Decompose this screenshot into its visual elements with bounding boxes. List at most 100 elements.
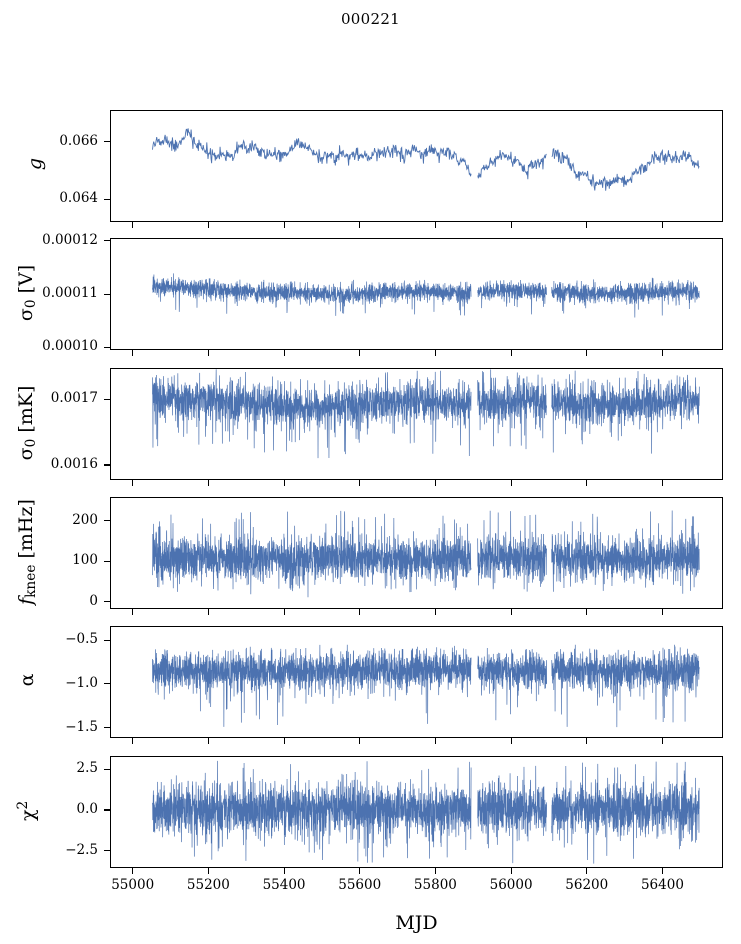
xtick-label: 55800 bbox=[413, 877, 457, 893]
xtick-mark bbox=[661, 350, 664, 356]
xtick-mark bbox=[359, 480, 361, 486]
ytick-mark bbox=[104, 727, 110, 729]
ytick-mark bbox=[104, 768, 110, 770]
xtick-mark bbox=[434, 609, 436, 615]
xtick-mark bbox=[283, 222, 285, 228]
xtick-label: 56200 bbox=[565, 877, 609, 893]
ytick-label: 0 bbox=[89, 592, 98, 609]
xtick-mark bbox=[510, 480, 512, 486]
data-trace bbox=[478, 369, 547, 449]
data-trace bbox=[478, 511, 547, 592]
xtick-mark bbox=[434, 480, 436, 486]
xtick-mark bbox=[661, 222, 664, 228]
xtick-mark bbox=[661, 868, 664, 874]
panel-chi-squared bbox=[110, 756, 723, 868]
xtick-mark bbox=[586, 350, 588, 356]
data-trace bbox=[478, 648, 547, 720]
xtick-mark bbox=[661, 609, 664, 615]
panel-f-knee bbox=[110, 497, 723, 609]
ytick-label: 0.0016 bbox=[50, 455, 98, 472]
xtick-mark bbox=[207, 480, 209, 486]
ytick-label: 2.5 bbox=[76, 760, 98, 777]
xtick-mark bbox=[586, 868, 588, 874]
xtick-mark bbox=[359, 738, 361, 744]
xtick-mark bbox=[207, 222, 209, 228]
ytick-mark bbox=[104, 850, 110, 852]
xtick-mark bbox=[132, 609, 134, 615]
data-trace bbox=[152, 369, 471, 458]
xtick-mark bbox=[132, 738, 134, 744]
ytick-mark bbox=[104, 809, 110, 811]
panel-sigma0-millikelvin bbox=[110, 368, 723, 480]
panel-gain bbox=[110, 110, 723, 222]
ytick-mark bbox=[104, 560, 110, 562]
data-trace bbox=[552, 645, 700, 727]
ytick-label: 0.064 bbox=[59, 190, 98, 207]
ytick-label: 0.00011 bbox=[42, 285, 98, 301]
xtick-mark bbox=[359, 868, 361, 874]
xtick-mark bbox=[132, 868, 134, 874]
xaxis-label: MJD bbox=[395, 912, 438, 934]
xtick-mark bbox=[132, 350, 134, 356]
xtick-mark bbox=[434, 350, 436, 356]
xtick-mark bbox=[510, 868, 512, 874]
xtick-label: 55000 bbox=[111, 877, 155, 893]
xtick-mark bbox=[586, 480, 588, 486]
xtick-label: 56400 bbox=[640, 877, 684, 893]
xtick-mark bbox=[434, 222, 436, 228]
xtick-mark bbox=[434, 868, 436, 874]
ytick-label: −2.5 bbox=[65, 841, 98, 858]
xtick-label: 56000 bbox=[489, 877, 533, 893]
data-trace bbox=[552, 762, 700, 864]
xtick-mark bbox=[586, 609, 588, 615]
ytick-label: 100 bbox=[72, 552, 98, 569]
xtick-mark bbox=[586, 222, 588, 228]
data-trace bbox=[552, 511, 700, 594]
xtick-mark bbox=[207, 609, 209, 615]
xtick-mark bbox=[661, 480, 664, 486]
data-trace bbox=[152, 645, 471, 727]
xtick-mark bbox=[434, 738, 436, 744]
xtick-mark bbox=[586, 738, 588, 744]
xtick-mark bbox=[283, 480, 285, 486]
figure-title: 000221 bbox=[340, 10, 401, 28]
ytick-label: −1.0 bbox=[65, 674, 98, 691]
ytick-mark bbox=[104, 520, 110, 522]
ytick-mark bbox=[104, 398, 110, 401]
xtick-mark bbox=[283, 609, 285, 615]
xtick-mark bbox=[283, 868, 285, 874]
xtick-mark bbox=[510, 738, 512, 744]
data-trace bbox=[478, 280, 547, 314]
ytick-label: −1.5 bbox=[65, 718, 98, 735]
xtick-mark bbox=[132, 222, 134, 228]
xtick-mark bbox=[283, 738, 285, 744]
xtick-label: 55200 bbox=[186, 877, 230, 893]
ytick-label: 200 bbox=[72, 511, 98, 528]
data-trace bbox=[552, 149, 699, 191]
ytick-label: −0.5 bbox=[65, 631, 98, 647]
ytick-label: 0.0017 bbox=[50, 390, 98, 407]
xtick-mark bbox=[207, 738, 209, 744]
ytick-label: 0.00012 bbox=[42, 231, 98, 248]
xtick-mark bbox=[283, 350, 285, 356]
data-trace bbox=[152, 761, 471, 863]
xtick-mark bbox=[207, 350, 209, 356]
data-trace bbox=[478, 150, 547, 179]
xtick-mark bbox=[510, 222, 512, 228]
xtick-mark bbox=[359, 609, 361, 615]
panel-alpha bbox=[110, 626, 723, 738]
xtick-mark bbox=[661, 738, 664, 744]
ytick-mark bbox=[104, 141, 110, 143]
data-trace bbox=[152, 128, 471, 176]
xtick-label: 55600 bbox=[338, 877, 382, 893]
data-trace bbox=[552, 278, 700, 318]
data-trace bbox=[478, 766, 547, 863]
ytick-label: 0.00010 bbox=[42, 338, 98, 355]
ytick-mark bbox=[104, 683, 110, 685]
ytick-mark bbox=[104, 639, 110, 641]
ytick-label: 0.0 bbox=[76, 800, 98, 817]
ytick-label: 0.066 bbox=[59, 132, 98, 149]
data-trace bbox=[152, 511, 471, 597]
xtick-mark bbox=[510, 350, 512, 356]
xtick-label: 55400 bbox=[262, 877, 306, 893]
